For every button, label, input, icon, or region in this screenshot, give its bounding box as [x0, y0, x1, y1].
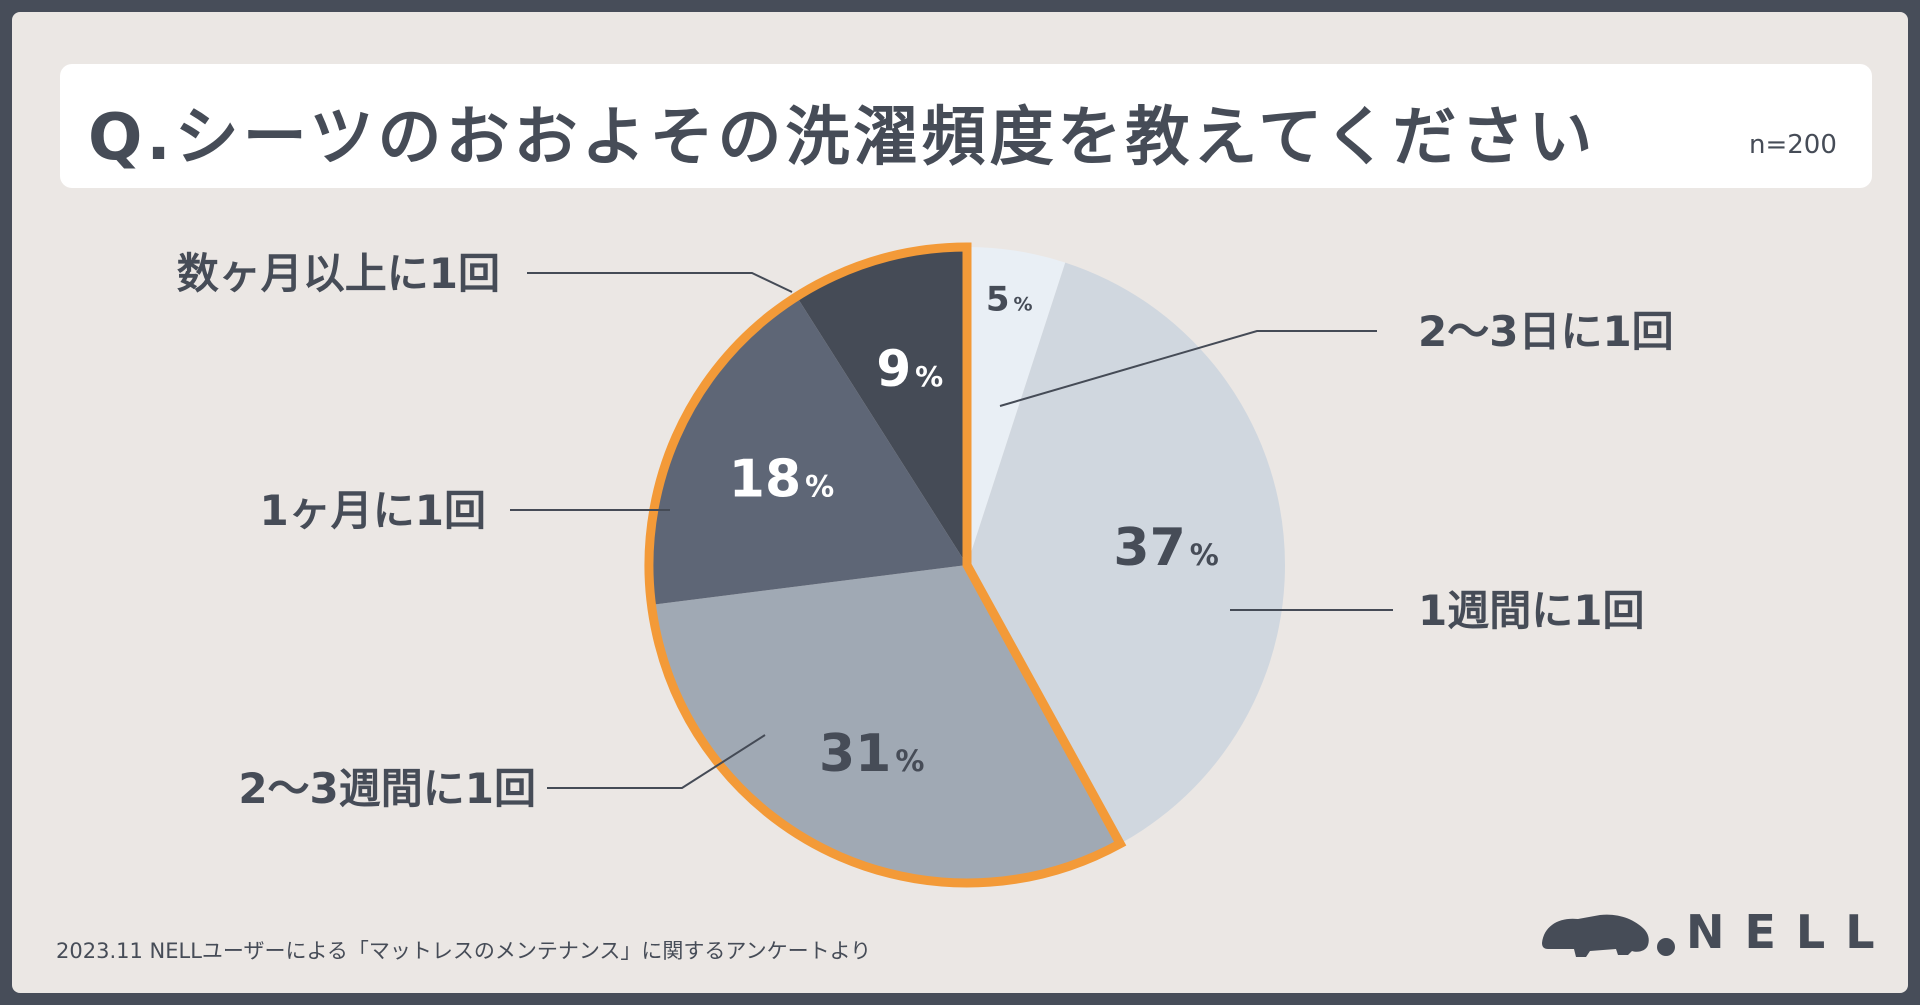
slice-5-wedge: [796, 247, 967, 565]
slice-2-wedge: [967, 262, 1285, 844]
slice-5-leader-line: [527, 272, 793, 293]
slice-5-value-label: 9%: [876, 340, 943, 398]
slice-4-wedge: [649, 296, 967, 605]
slice-5-category-label: 数ヶ月以上に1回: [177, 249, 500, 298]
sample-size-label: n=200: [1749, 130, 1837, 160]
nell-logo: NELL: [1538, 903, 1875, 959]
highlight-group-outline: [644, 242, 1127, 888]
slice-3-category-label: 2〜3週間に1回: [238, 764, 536, 813]
slice-4-value-label: 18%: [729, 449, 834, 509]
slice-3-value-label: 31%: [819, 724, 924, 784]
logo-wordmark: NELL: [1686, 905, 1895, 959]
tapir-logo-icon: [1542, 914, 1675, 957]
slice-1-value-label: 5%: [986, 280, 1033, 320]
survey-source-note: 2023.11 NELLユーザーによる「マットレスのメンテナンス」に関するアンケ…: [56, 939, 872, 963]
slice-3-leader-line: [547, 734, 766, 789]
title-banner: Q.シーツのおおよその洗濯頻度を教えてください n=200: [60, 64, 1872, 188]
chart-title: Q.シーツのおおよその洗濯頻度を教えてください: [88, 101, 1597, 175]
slice-3-wedge: [651, 565, 1121, 883]
slice-2-category-label: 1週間に1回: [1418, 586, 1644, 635]
slice-2-value-label: 37%: [1113, 518, 1218, 578]
slice-4-category-label: 1ヶ月に1回: [260, 486, 486, 535]
slice-1-category-label: 2〜3日に1回: [1418, 307, 1674, 356]
slice-1-wedge: [967, 247, 1066, 565]
slice-1-leader-line: [999, 330, 1377, 407]
